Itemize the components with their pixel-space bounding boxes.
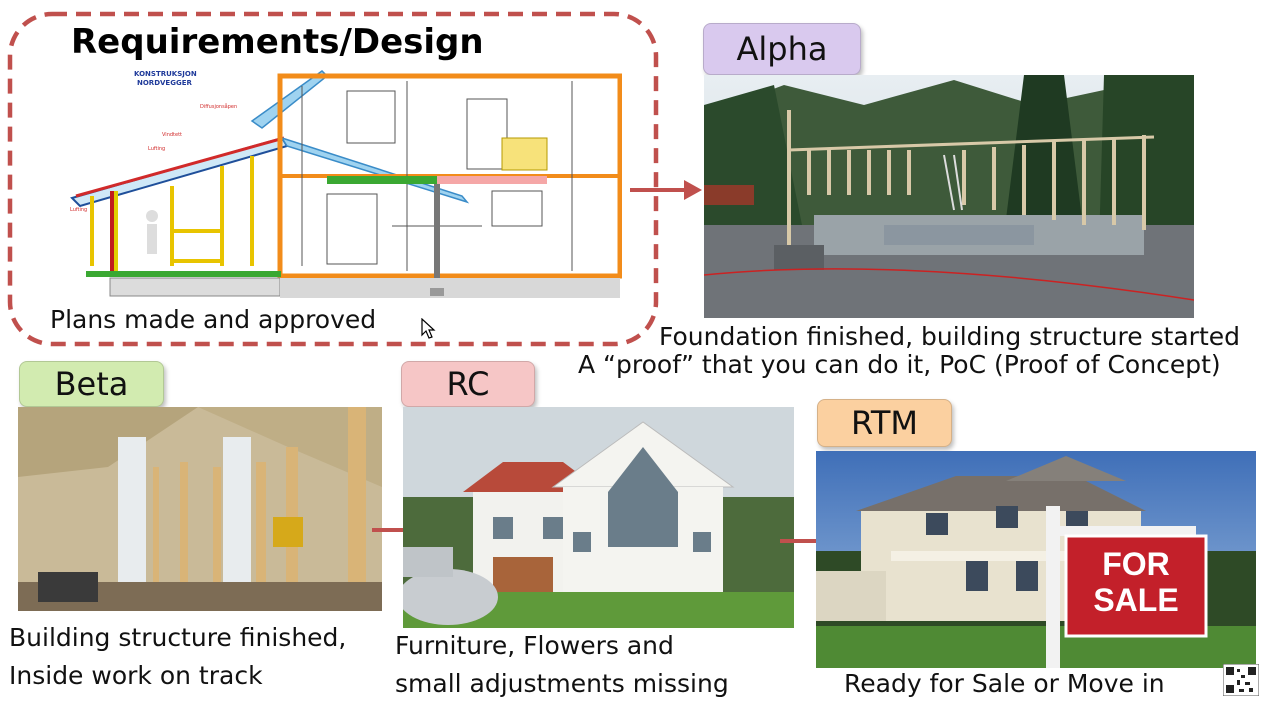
blueprint-title-1: KONSTRUKSJON — [134, 70, 197, 78]
mouse-cursor-icon — [421, 318, 436, 339]
svg-text:Diffusjonsåpen: Diffusjonsåpen — [200, 103, 237, 110]
beta-photo — [18, 407, 382, 611]
alpha-caption-2: A “proof” that you can do it, PoC (Proof… — [578, 350, 1221, 379]
alpha-caption-1: Foundation finished, building structure … — [659, 322, 1241, 351]
sale-sign-line-1: FOR — [1102, 546, 1170, 582]
beta-caption-2: Inside work on track — [9, 661, 263, 690]
design-blueprint: KONSTRUKSJON NORDVEGGER Diffusjonsåpen Vi… — [62, 66, 622, 302]
alpha-photo — [704, 75, 1194, 318]
svg-text:Lufting: Lufting — [70, 207, 87, 213]
rc-caption-1: Furniture, Flowers and — [395, 631, 674, 660]
blueprint-title-2: NORDVEGGER — [137, 79, 192, 87]
design-dashed-frame — [7, 11, 659, 347]
beta-badge: Beta — [19, 361, 164, 407]
svg-text:Lufting: Lufting — [148, 146, 165, 152]
rtm-photo: FOR SALE — [816, 451, 1256, 668]
design-caption: Plans made and approved — [50, 305, 377, 334]
rc-photo — [403, 407, 794, 628]
rtm-caption: Ready for Sale or Move in — [844, 669, 1165, 698]
sale-sign-line-2: SALE — [1093, 582, 1178, 618]
beta-caption-1: Building structure finished, — [9, 623, 347, 652]
alpha-badge: Alpha — [703, 23, 861, 75]
qr-code-icon — [1223, 664, 1259, 696]
rc-caption-2: small adjustments missing — [395, 669, 729, 698]
arrow-design-to-alpha — [630, 180, 702, 200]
rtm-badge: RTM — [817, 399, 952, 447]
rc-badge: RC — [401, 361, 535, 407]
design-title: Requirements/Design — [71, 22, 484, 62]
svg-text:Vindtett: Vindtett — [162, 132, 182, 138]
